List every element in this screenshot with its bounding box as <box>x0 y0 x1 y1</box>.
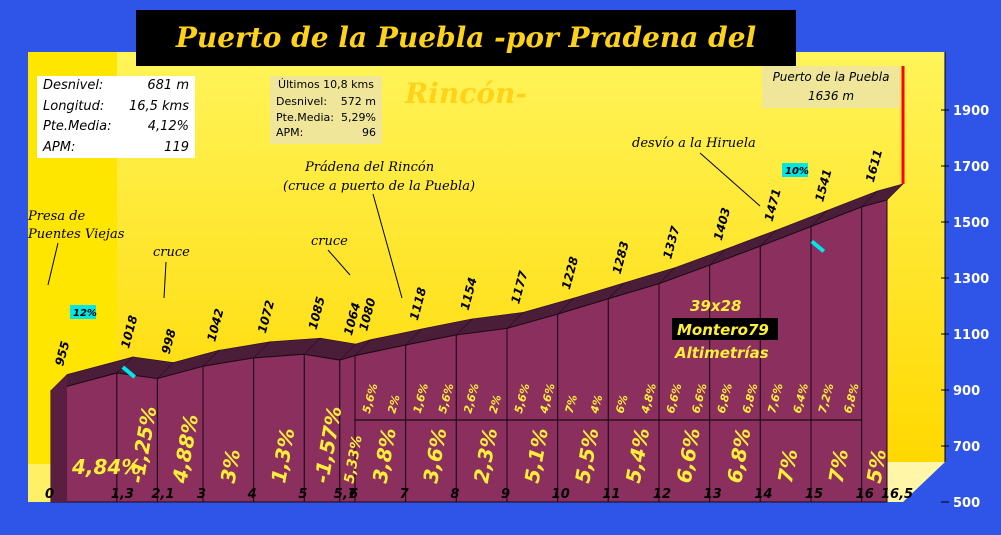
annotation-label: Presa de <box>27 209 86 224</box>
x-tick-label: 2,1 <box>151 487 174 502</box>
summit-altitude: 1636 m <box>807 89 855 103</box>
max-gradient-marker <box>810 239 826 253</box>
annotation-label: (cruce a puerto de la Puebla) <box>283 179 475 194</box>
x-tick-label: 9 <box>501 487 510 502</box>
summit-label: Puerto de la Puebla 1636 m <box>762 66 900 108</box>
half-km-gradient-label: 2% <box>385 393 402 414</box>
stats-table: Desnivel: 681 m Longitud: 16,5 kms Pte.Med… <box>37 76 195 158</box>
y-tick-label: 1700 <box>953 160 989 175</box>
segment-gradient-label: 7% <box>773 447 803 485</box>
last-km-row: APM: 96 <box>270 125 382 141</box>
last-km-row: Pte.Media: 5,29% <box>270 110 382 126</box>
x-tick-label: 3 <box>197 487 206 502</box>
y-tick-label: 900 <box>953 384 980 399</box>
annotation-label: cruce <box>311 234 348 249</box>
y-tick-label: 700 <box>953 440 980 455</box>
last-km-row: Desnivel: 572 m <box>270 94 382 110</box>
max-gradient-marker <box>121 365 137 379</box>
last-km-label: Desnivel: <box>276 95 328 108</box>
last-km-caption: Últimos 10,8 kms <box>278 78 374 91</box>
last-km-value: 96 <box>362 126 376 139</box>
summit-name: Puerto de la Puebla <box>772 70 890 84</box>
last-km-label: APM: <box>276 126 304 139</box>
y-tick-label: 1900 <box>953 104 989 119</box>
credit-author-box <box>672 318 778 340</box>
altitude-label: 955 <box>52 340 72 368</box>
x-tick-label: 12 <box>653 487 671 502</box>
x-tick-label: 16,5 <box>881 487 913 502</box>
annotation-label: desvío a la Hiruela <box>632 136 756 151</box>
segment-gradient-label: 5% <box>862 447 892 485</box>
annotation-label: Puentes Viejas <box>27 227 125 242</box>
x-tick-label: 15 <box>805 487 823 502</box>
x-tick-label: 6 <box>349 487 358 502</box>
credit-author: Montero79 <box>677 321 769 339</box>
stats-value: 4,12% <box>147 119 189 134</box>
annotation-label: Prádena del Rincón <box>304 160 434 175</box>
altitude-label: 998 <box>159 328 179 356</box>
segment-gradient-label: 7% <box>824 447 854 485</box>
last-km-stats: Últimos 10,8 kms Desnivel: 572 m Pte.Medi… <box>270 76 382 144</box>
last-km-label: Pte.Media: <box>276 110 334 124</box>
segment-gradient-label: 4,84% <box>71 455 141 479</box>
x-tick-label: 4 <box>247 487 257 502</box>
credit-scale: 39x28 <box>690 297 741 315</box>
x-tick-label: 11 <box>602 487 620 502</box>
profile-face-segment <box>861 199 888 503</box>
y-tick-label: 1100 <box>953 328 989 343</box>
stats-label: Desnivel: <box>43 78 104 93</box>
x-tick-label: 16 <box>856 487 874 502</box>
max-gradient-badge <box>70 305 96 319</box>
annotation-leader <box>327 249 351 276</box>
annotation-leader <box>47 242 59 286</box>
x-tick-label: 5,7 <box>334 487 358 502</box>
stats-label: APM: <box>43 139 76 155</box>
credit-source: Altimetrías <box>674 344 769 362</box>
max-gradient-badge-label: 12% <box>73 308 97 319</box>
x-tick-label: 14 <box>754 487 772 502</box>
half-km-gradient-label: 2% <box>487 393 504 414</box>
x-tick-label: 8 <box>450 487 459 502</box>
stats-row: APM: 119 <box>37 138 195 159</box>
stats-value: 16,5 kms <box>128 98 189 114</box>
last-km-value: 572 m <box>340 95 376 108</box>
x-tick-label: 13 <box>704 487 722 502</box>
max-gradient-badge-label: 10% <box>785 166 809 177</box>
stats-value: 681 m <box>147 78 189 93</box>
y-tick-label: 1500 <box>953 216 989 231</box>
y-tick-label: 1300 <box>953 272 989 287</box>
annotation-leader <box>163 261 167 299</box>
half-km-gradient-label: 4% <box>588 393 606 415</box>
annotation-leader <box>699 152 761 207</box>
annotation-leader <box>372 193 403 299</box>
last-km-value: 5,29% <box>341 110 376 124</box>
stats-label: Pte.Media: <box>43 119 112 134</box>
chart-title: Puerto de la Puebla -por Pradena del Rin… <box>136 10 796 110</box>
max-gradient-badge <box>782 163 808 177</box>
stats-row: Pte.Media: 4,12% <box>37 117 195 138</box>
half-km-gradient-label: 7% <box>563 393 580 414</box>
y-tick-label: 500 <box>953 496 980 511</box>
half-km-gradient-label: 6% <box>613 393 630 414</box>
stats-row: Desnivel: 681 m <box>37 76 195 97</box>
x-tick-label: 10 <box>552 487 570 502</box>
x-tick-label: 7 <box>400 487 410 502</box>
profile-left-edge <box>51 374 67 502</box>
x-tick-label: 0 <box>45 487 54 502</box>
annotation-label: cruce <box>153 245 190 260</box>
x-tick-label: 1,3 <box>111 487 134 502</box>
stats-value: 119 <box>164 139 189 155</box>
segment-gradient-label: 3% <box>216 447 246 485</box>
stats-label: Longitud: <box>43 98 105 114</box>
x-tick-label: 5 <box>298 487 307 502</box>
stats-row: Longitud: 16,5 kms <box>37 97 195 118</box>
